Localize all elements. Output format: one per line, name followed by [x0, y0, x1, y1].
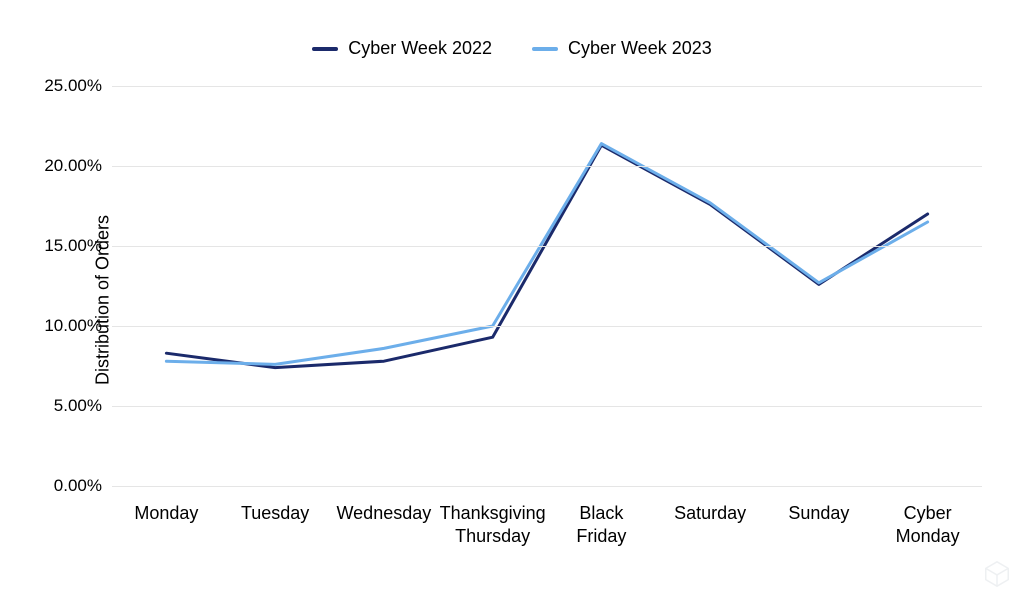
x-tick-label: Black Friday [576, 502, 626, 549]
gridline [112, 406, 982, 407]
legend-item-2022: Cyber Week 2022 [312, 38, 492, 59]
legend-swatch-2023 [532, 47, 558, 51]
legend-label-2023: Cyber Week 2023 [568, 38, 712, 59]
x-tick-label: Saturday [674, 502, 746, 525]
legend-item-2023: Cyber Week 2023 [532, 38, 712, 59]
y-tick-label: 10.00% [44, 316, 102, 336]
gridline [112, 166, 982, 167]
x-tick-label: Sunday [788, 502, 849, 525]
x-tick-label: Tuesday [241, 502, 309, 525]
legend: Cyber Week 2022 Cyber Week 2023 [0, 38, 1024, 59]
legend-swatch-2022 [312, 47, 338, 51]
gridline [112, 86, 982, 87]
x-tick-label: Thanksgiving Thursday [440, 502, 546, 549]
plot-area: 0.00%5.00%10.00%15.00%20.00%25.00%Monday… [112, 86, 982, 486]
y-tick-label: 5.00% [54, 396, 102, 416]
series-line-0 [166, 145, 927, 367]
chart-lines [112, 86, 982, 486]
y-tick-label: 15.00% [44, 236, 102, 256]
cube-icon [982, 559, 1012, 589]
gridline [112, 246, 982, 247]
y-tick-label: 20.00% [44, 156, 102, 176]
chart-container: Cyber Week 2022 Cyber Week 2023 Distribu… [0, 0, 1024, 599]
x-tick-label: Cyber Monday [896, 502, 960, 549]
series-line-1 [166, 144, 927, 365]
x-tick-label: Wednesday [337, 502, 432, 525]
x-tick-label: Monday [134, 502, 198, 525]
legend-label-2022: Cyber Week 2022 [348, 38, 492, 59]
gridline [112, 326, 982, 327]
gridline [112, 486, 982, 487]
y-tick-label: 25.00% [44, 76, 102, 96]
y-tick-label: 0.00% [54, 476, 102, 496]
